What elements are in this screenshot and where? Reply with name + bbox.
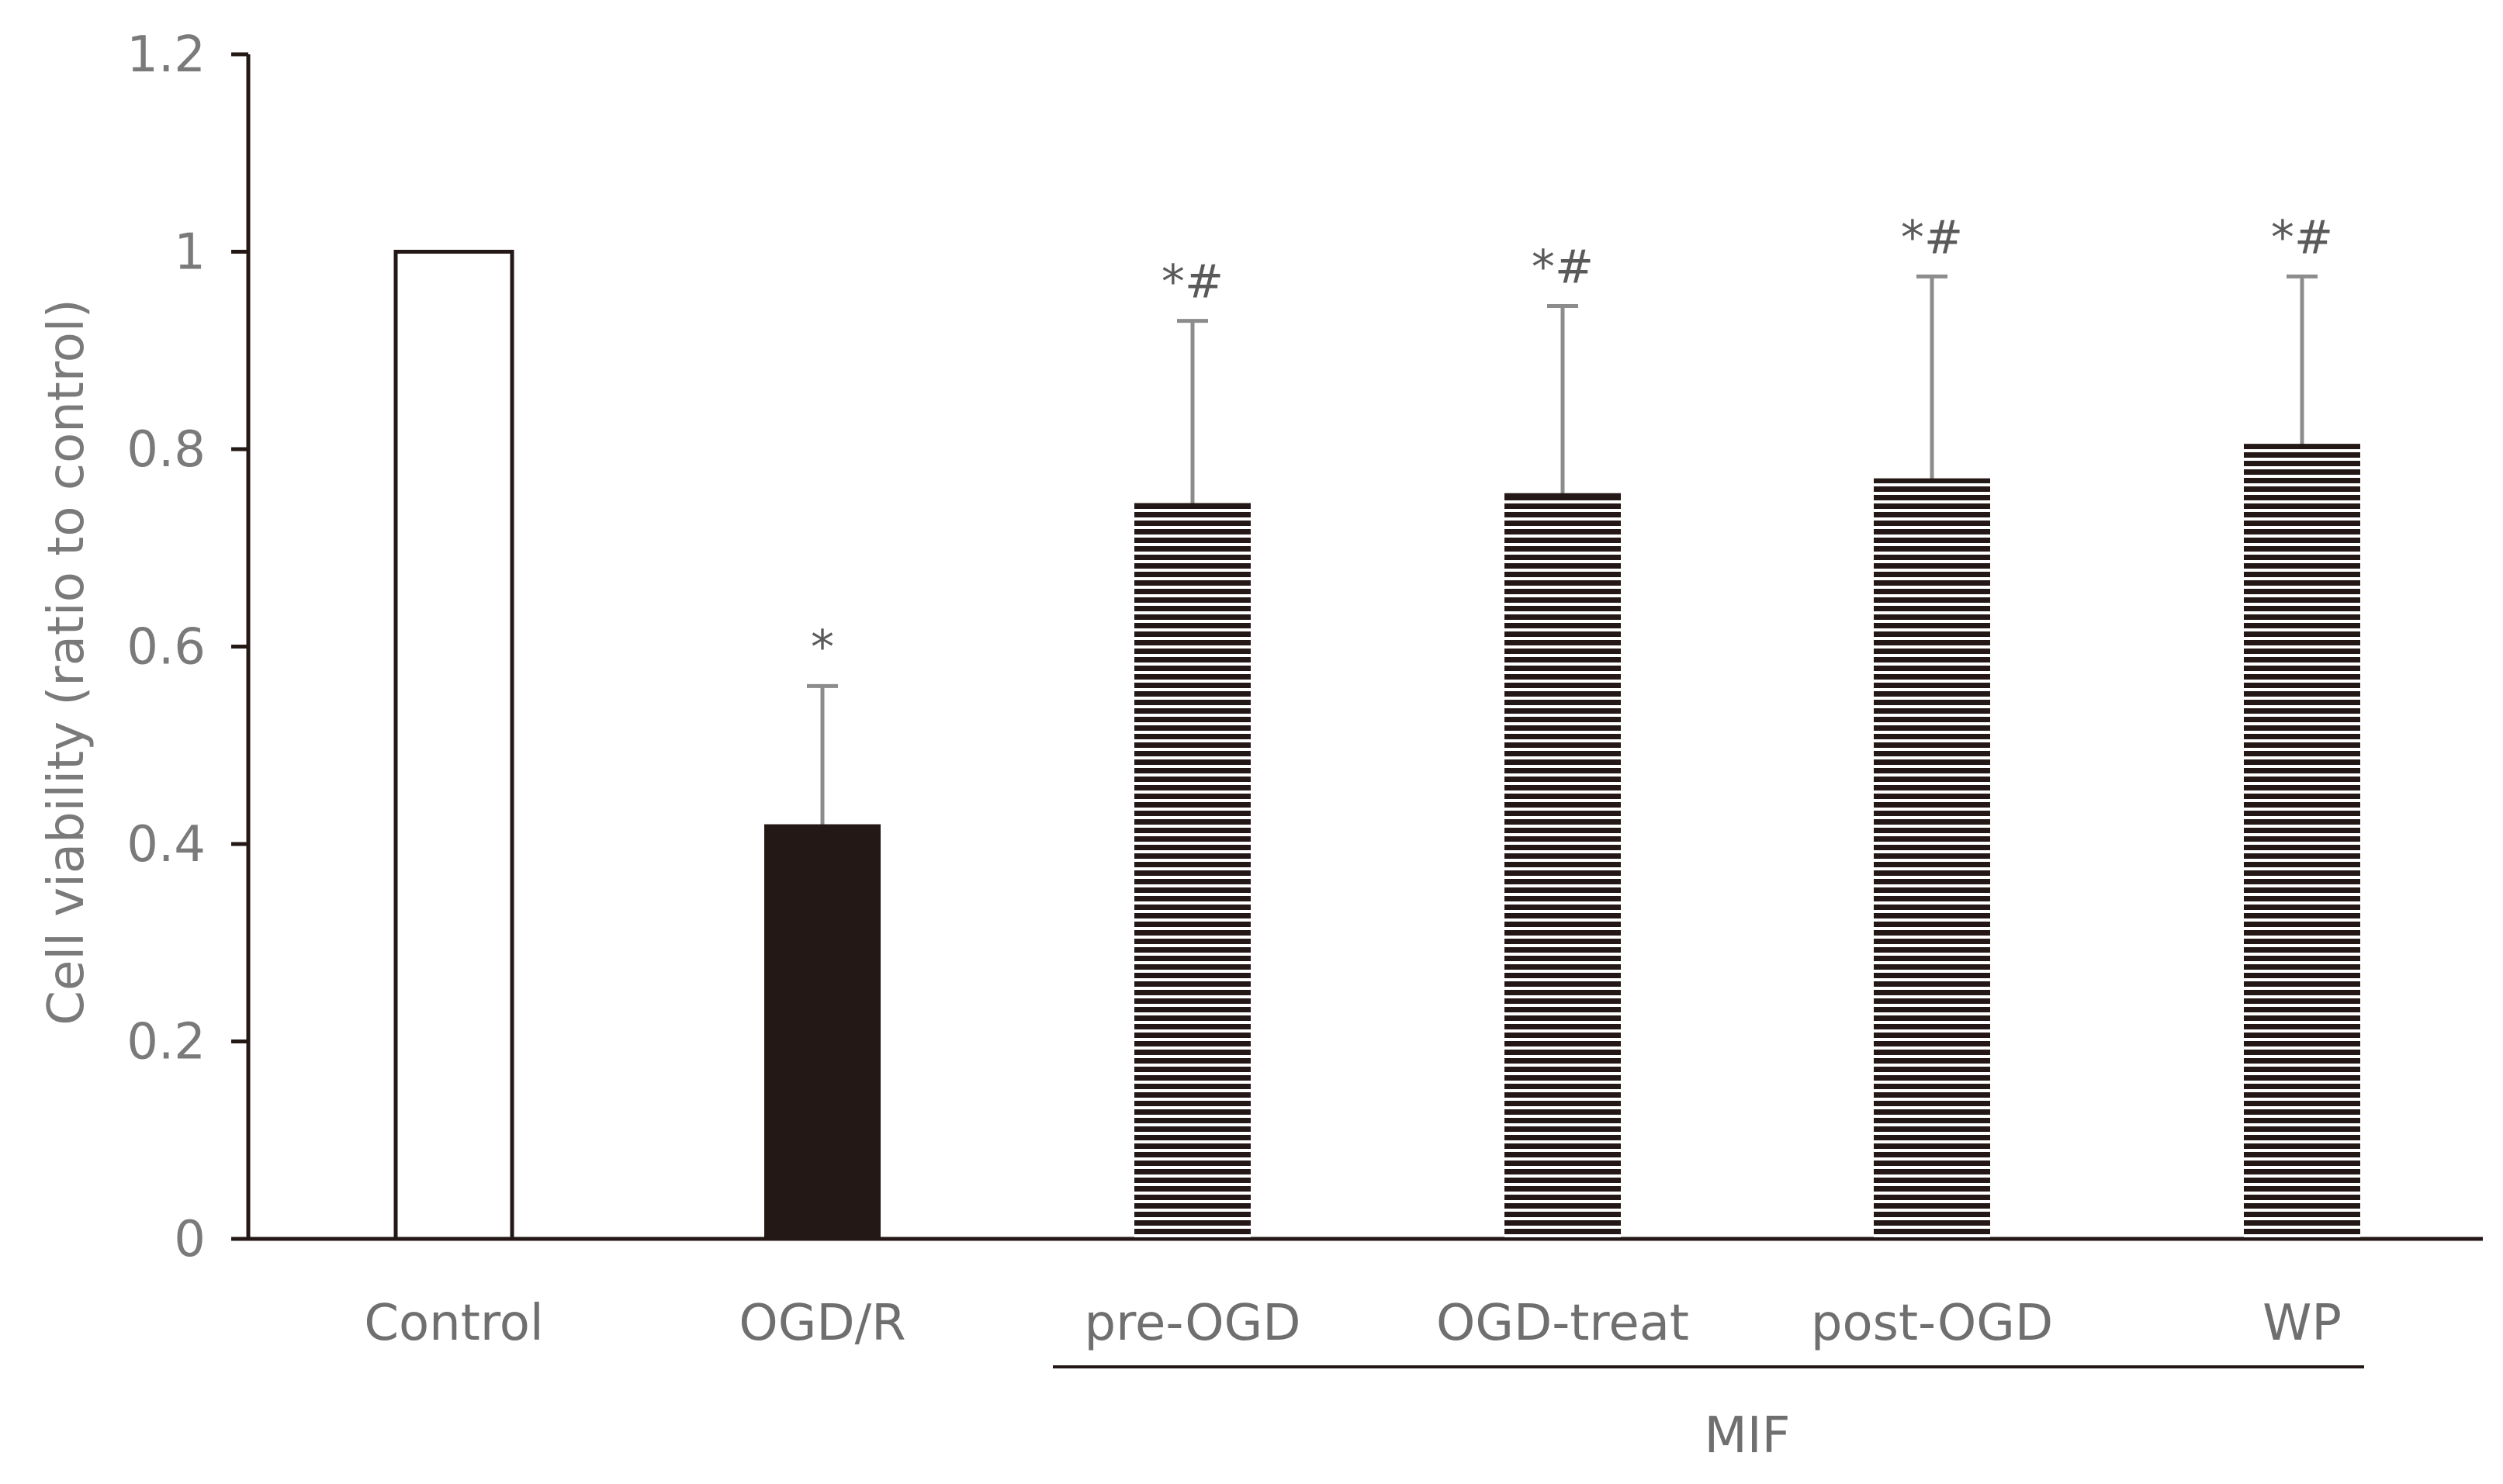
significance-wp: *# [2271,210,2333,265]
category-label-ogd-r: OGD/R [739,1295,905,1352]
bar-control [393,250,514,1241]
category-label-control: Control [364,1295,543,1352]
significance-ogd-r: * [811,620,834,674]
y-tick-label: 1.2 [126,26,206,84]
y-axis-title: Cell viability (ratio to control) [38,299,95,1025]
category-label-ogd-treat: OGD-treat [1436,1295,1689,1352]
category-label-wp: WP [2262,1295,2342,1352]
y-tick-label: 0 [174,1211,206,1268]
bar-wp [2244,444,2360,1240]
bar-ogd-treat [1504,493,1621,1239]
group-label-mif: MIF [1705,1407,1791,1465]
significance-pre-ogd: *# [1161,255,1224,310]
y-tick-label: 0.6 [126,619,206,676]
y-tick-label: 1 [174,224,206,282]
y-tick-label: 0.4 [126,816,206,873]
y-tick-label: 0.2 [126,1014,206,1071]
category-label-pre-ogd: pre-OGD [1084,1295,1300,1352]
significance-post-ogd: *# [1901,210,1963,265]
bar-pre-ogd [1134,503,1251,1239]
significance-ogd-treat: *# [1532,240,1594,294]
category-label-post-ogd: post-OGD [1811,1295,2053,1352]
bar-post-ogd [1874,479,1990,1239]
y-tick-label: 0.8 [126,421,206,479]
bar-ogd-r [764,824,881,1239]
